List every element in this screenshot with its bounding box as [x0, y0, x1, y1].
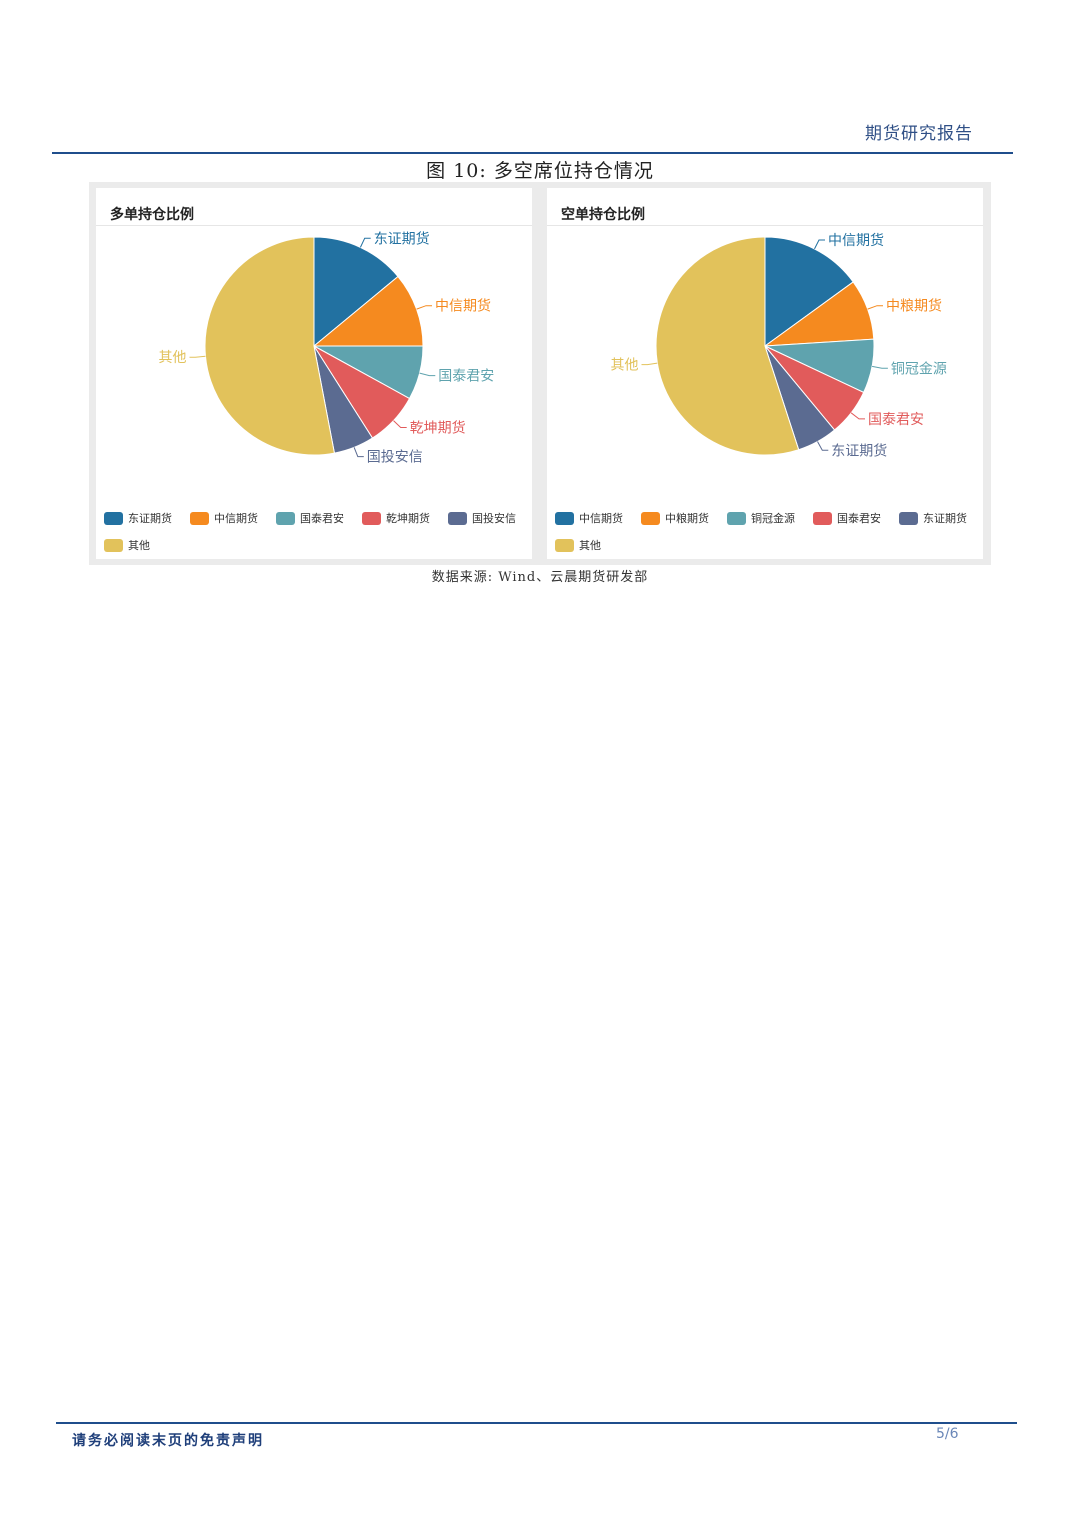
- legend-label: 中粮期货: [665, 512, 709, 525]
- figure-frame: 多单持仓比例 东证期货 中信期货 国泰君安 乾坤期货 国投安信 其他 东证期货 中信期货 国泰…: [89, 182, 991, 565]
- long-chart-title: 多单持仓比例: [110, 207, 194, 223]
- slice-leader-line: [641, 362, 658, 366]
- slice-leader-line: [416, 305, 432, 310]
- page-number: 5/6: [936, 1426, 959, 1442]
- long-position-panel: 多单持仓比例 东证期货 中信期货 国泰君安 乾坤期货 国投安信 其他 东证期货 中信期货 国泰…: [96, 188, 532, 559]
- slice-label: 东证期货: [374, 230, 430, 247]
- slice-label: 国投安信: [367, 450, 423, 466]
- legend-swatch: [190, 512, 209, 525]
- legend-swatch: [362, 512, 381, 525]
- slice-leader-line: [353, 447, 364, 458]
- slice-label: 中信期货: [435, 298, 491, 315]
- slice-label: 国泰君安: [438, 369, 494, 385]
- pie-slice: [312, 275, 424, 347]
- legend-swatch: [899, 512, 918, 525]
- legend-label: 乾坤期货: [386, 512, 430, 525]
- figure-title: 图 10: 多空席位持仓情况: [426, 160, 654, 182]
- legend-swatch: [104, 539, 123, 552]
- legend-label: 中信期货: [214, 512, 258, 525]
- slice-label: 其他: [611, 358, 639, 374]
- slice-leader-line: [419, 372, 436, 377]
- slice-leader-line: [817, 441, 829, 451]
- slice-leader-line: [189, 355, 206, 358]
- legend-swatch: [104, 512, 123, 525]
- header-rule: [52, 152, 1013, 154]
- legend-label: 其他: [128, 539, 150, 552]
- slice-label: 其他: [159, 350, 187, 366]
- slice-leader-line: [393, 420, 407, 428]
- slice-leader-line: [850, 412, 865, 420]
- slice-leader-line: [359, 237, 371, 248]
- legend-swatch: [727, 512, 746, 525]
- slice-label: 中粮期货: [886, 298, 942, 315]
- legend-swatch: [641, 512, 660, 525]
- footer-rule: [56, 1422, 1017, 1424]
- legend-swatch: [555, 539, 574, 552]
- slice-label: 乾坤期货: [410, 420, 466, 437]
- slice-leader-line: [872, 365, 888, 369]
- pie-slice: [655, 236, 800, 456]
- panel-divider: [96, 225, 532, 226]
- legend-swatch: [448, 512, 467, 525]
- slice-label: 铜冠金源: [891, 361, 947, 377]
- legend-swatch: [555, 512, 574, 525]
- slice-label: 国泰君安: [868, 412, 924, 428]
- short-chart-title: 空单持仓比例: [561, 207, 645, 223]
- legend-label: 国泰君安: [837, 512, 881, 525]
- legend-label: 国投安信: [472, 512, 516, 525]
- slice-leader-line: [867, 305, 883, 310]
- legend-label: 东证期货: [923, 512, 967, 525]
- report-title: 期货研究报告: [865, 124, 973, 144]
- short-position-panel: 空单持仓比例 中信期货 中粮期货 铜冠金源 国泰君安 东证期货 其他 中信期货 中粮期货 铜冠…: [547, 188, 983, 559]
- disclaimer-text: 请务必阅读末页的免责声明: [72, 1433, 264, 1449]
- figure-source: 数据来源: Wind、云晨期货研发部: [431, 570, 649, 585]
- legend-label: 东证期货: [128, 512, 172, 525]
- legend-label: 中信期货: [579, 512, 623, 525]
- legend-swatch: [813, 512, 832, 525]
- slice-label: 中信期货: [828, 232, 884, 249]
- slice-label: 东证期货: [831, 442, 887, 459]
- panel-divider: [547, 225, 983, 226]
- legend-swatch: [276, 512, 295, 525]
- legend-label: 铜冠金源: [751, 512, 795, 525]
- legend-label: 国泰君安: [300, 512, 344, 525]
- slice-leader-line: [814, 239, 825, 250]
- legend-label: 其他: [579, 539, 601, 552]
